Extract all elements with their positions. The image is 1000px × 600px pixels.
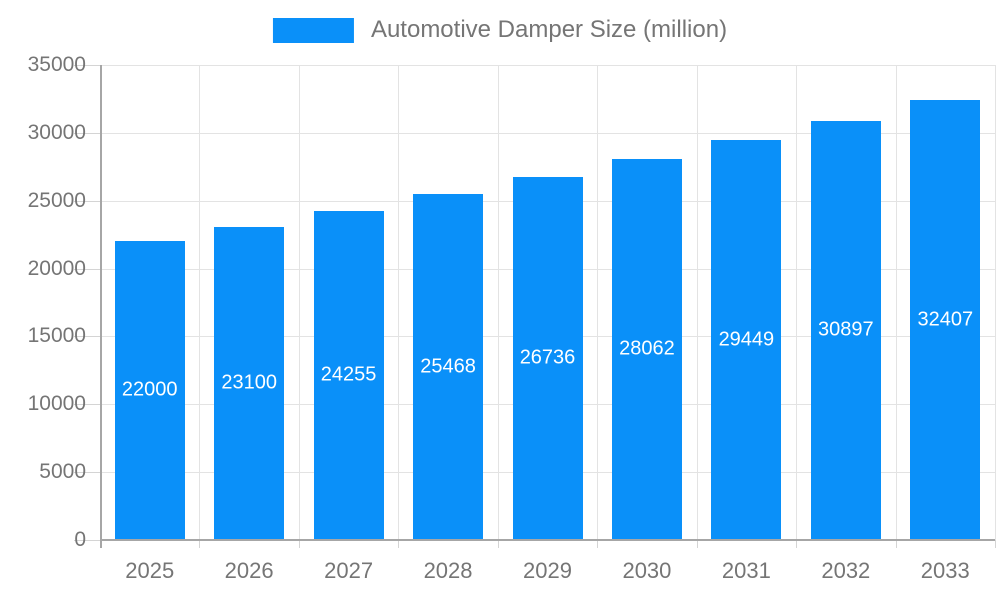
y-tick-mark <box>74 268 100 270</box>
bar[interactable]: 29449 <box>711 140 782 539</box>
x-tick-label: 2029 <box>523 558 572 583</box>
y-tick-mark <box>74 200 100 202</box>
x-tick-label: 2033 <box>920 558 970 583</box>
x-tick-mark <box>398 540 400 548</box>
gridline-vertical <box>696 65 698 540</box>
bar[interactable]: 25468 <box>413 194 484 539</box>
x-tick-mark <box>199 540 201 548</box>
y-tick-mark <box>74 540 100 541</box>
gridline-horizontal <box>100 132 995 134</box>
x-tick-label: 2027 <box>324 558 374 583</box>
x-tick-label: 2032 <box>821 558 871 583</box>
bar[interactable]: 22000 <box>114 241 185 539</box>
gridline-vertical <box>995 65 996 540</box>
y-tick-mark <box>74 132 100 134</box>
y-tick-mark <box>74 472 100 474</box>
gridline-vertical <box>497 65 499 540</box>
x-tick-label: 2025 <box>125 558 175 583</box>
bar-value-label: 28062 <box>619 337 675 360</box>
y-tick-label: 25000 <box>27 188 86 212</box>
bar-value-label: 24255 <box>320 363 377 386</box>
y-tick-label: 30000 <box>27 120 86 144</box>
gridline-horizontal <box>100 65 995 66</box>
x-tick-mark <box>298 540 300 548</box>
gridline-vertical <box>796 65 798 540</box>
gridline-vertical <box>895 65 897 540</box>
y-tick-label: 20000 <box>27 256 86 280</box>
y-tick-label: 0 <box>74 528 86 551</box>
bar[interactable]: 23100 <box>214 226 285 539</box>
x-tick-mark <box>497 540 499 548</box>
gridline-vertical <box>398 65 400 540</box>
x-tick-label: 2031 <box>721 558 771 583</box>
bar[interactable]: 30897 <box>810 120 881 539</box>
x-tick-mark <box>796 540 798 548</box>
gridline-vertical <box>199 65 201 540</box>
bar[interactable]: 24255 <box>313 210 384 539</box>
bar-value-label: 26736 <box>519 346 576 369</box>
bar-value-label: 22000 <box>121 378 178 401</box>
legend-label: Automotive Damper Size (million) <box>370 16 728 43</box>
bar[interactable]: 26736 <box>512 177 583 539</box>
x-tick-mark <box>895 540 897 548</box>
y-axis-line <box>100 65 102 548</box>
y-tick-label: 5000 <box>39 460 86 484</box>
x-tick-label: 2026 <box>224 558 274 583</box>
bar[interactable]: 28062 <box>611 159 682 539</box>
x-tick-mark <box>995 540 996 548</box>
bar-value-label: 25468 <box>420 355 476 378</box>
y-tick-mark <box>74 404 100 406</box>
gridline-vertical <box>597 65 599 540</box>
x-tick-label: 2030 <box>622 558 672 583</box>
gridline-vertical <box>298 65 300 540</box>
legend-swatch <box>272 17 354 43</box>
legend[interactable]: Automotive Damper Size (million) <box>272 16 728 44</box>
y-tick-mark <box>74 65 100 66</box>
bar-value-label: 32407 <box>917 308 974 331</box>
y-tick-label: 15000 <box>27 324 86 348</box>
x-tick-mark <box>696 540 698 548</box>
x-tick-mark <box>597 540 599 548</box>
y-tick-mark <box>74 336 100 338</box>
x-tick-label: 2028 <box>423 558 473 583</box>
plot-area: 22000 23100 24255 25468 26736 28062 29449 30897… <box>74 65 996 548</box>
bar-value-label: 23100 <box>221 371 277 394</box>
x-axis-line <box>100 539 995 541</box>
bar-value-label: 29449 <box>718 328 775 351</box>
bar-value-label: 30897 <box>818 318 874 341</box>
bar[interactable]: 32407 <box>910 100 981 539</box>
y-tick-label: 10000 <box>27 392 86 416</box>
y-tick-label: 35000 <box>27 53 86 76</box>
